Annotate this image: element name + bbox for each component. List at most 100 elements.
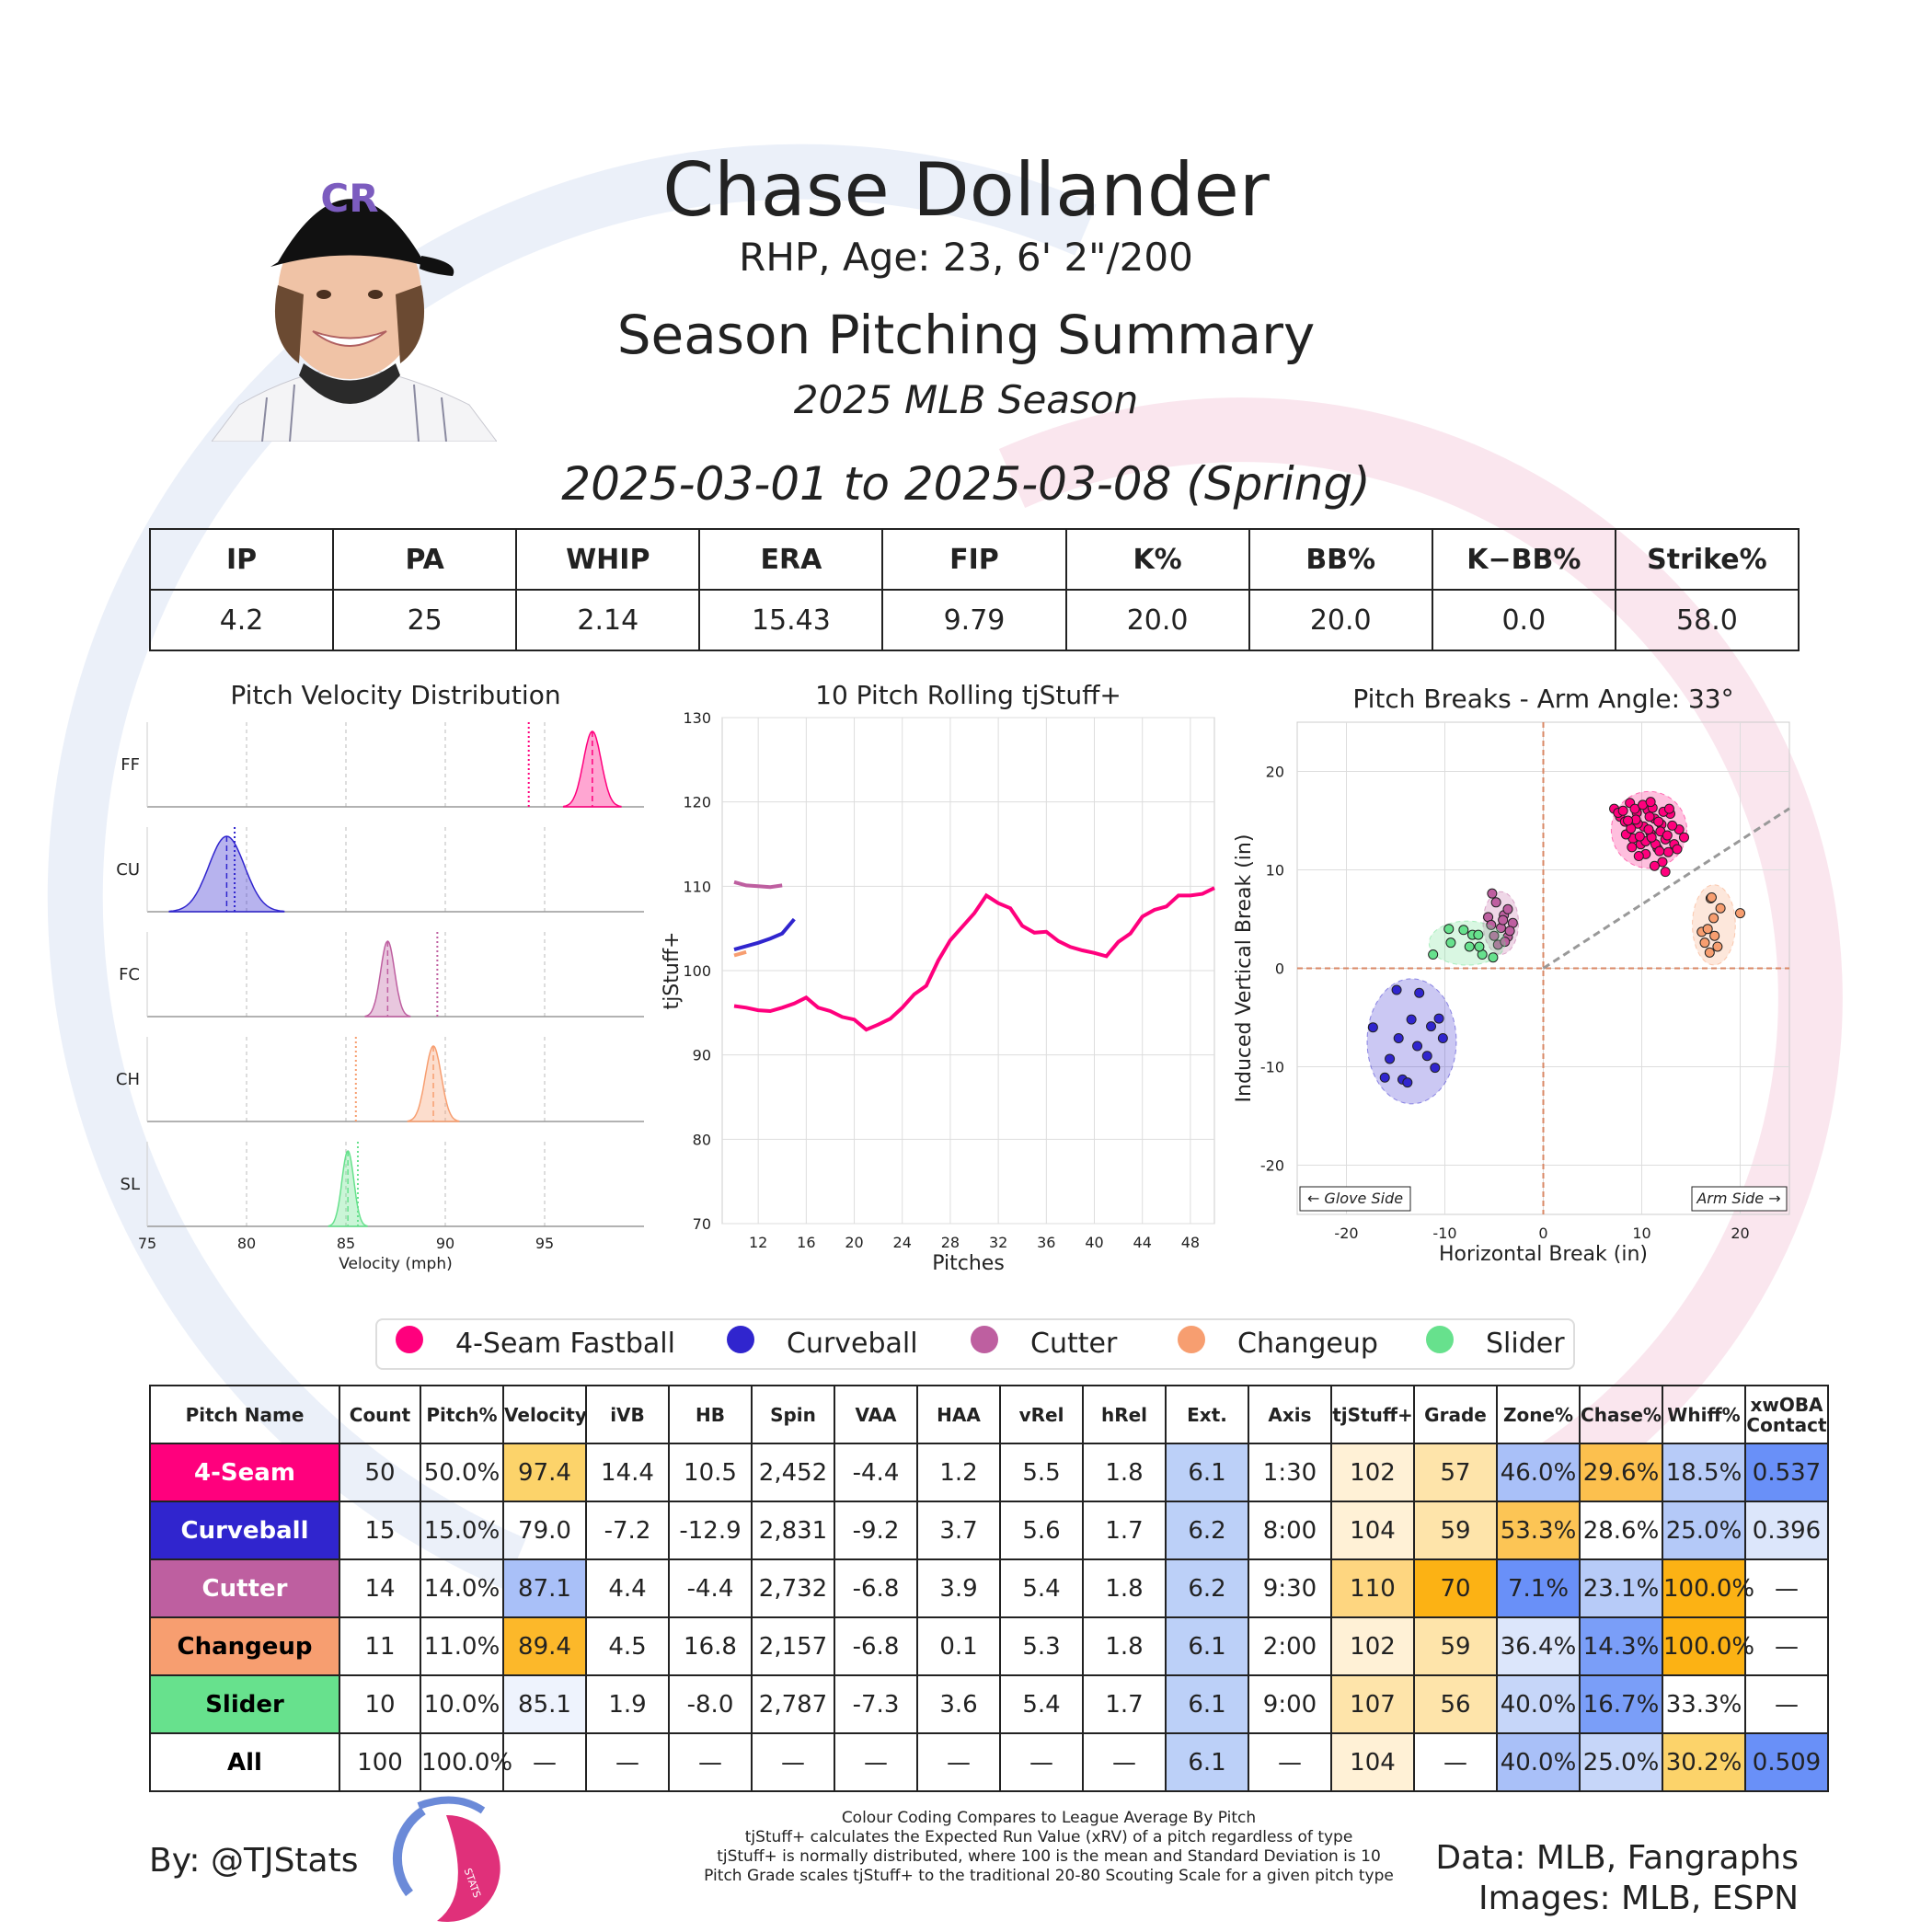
tjstuff-x-tick-label: 20 — [845, 1234, 863, 1251]
breaks-point — [1488, 952, 1499, 963]
pitch-metric-cell: 100.0% — [1662, 1558, 1754, 1618]
pitch-metric-cell: — — [1744, 1674, 1829, 1734]
pitch-metric-cell: 0.509 — [1744, 1732, 1829, 1792]
pitch-metric-cell: 6.2 — [1165, 1558, 1249, 1618]
pitch-metric-cell: 6.1 — [1165, 1732, 1249, 1792]
byline: By: @TJStats — [149, 1842, 359, 1880]
pitch-metric-cell: 56 — [1413, 1674, 1498, 1734]
breaks-x-tick-label: 20 — [1731, 1225, 1749, 1242]
legend-swatch — [971, 1326, 998, 1353]
pitch-metric-cell: — — [1082, 1732, 1167, 1792]
breaks-x-tick-label: -20 — [1334, 1225, 1358, 1242]
tjstuff-x-tick-label: 48 — [1181, 1234, 1200, 1251]
tjstuff-x-tick-label: 12 — [749, 1234, 767, 1251]
tjstuff-y-tick-label: 80 — [693, 1131, 711, 1148]
summary-header-cell: K% — [1064, 528, 1250, 591]
pitch-metric-cell: 100.0% — [420, 1732, 512, 1792]
pitch-table-row: 4-Seam 50 50.0% 97.4 14.4 10.5 2,452 -4.4 1.2 5.5… — [149, 1443, 1829, 1502]
pitch-metric-cell: 102 — [1330, 1616, 1415, 1676]
summary-value-cell: 9.79 — [881, 589, 1067, 651]
pitch-metric-cell: 104 — [1330, 1501, 1415, 1560]
player-bio: RHP, Age: 23, 6' 2"/200 — [739, 235, 1193, 280]
breaks-point — [1667, 820, 1678, 831]
pitch-metric-cell: 110 — [1330, 1558, 1415, 1618]
breaks-point — [1660, 867, 1671, 878]
velocity-tick-label: 85 — [337, 1235, 355, 1252]
pitch-metric-cell: 0.1 — [916, 1616, 1001, 1676]
velocity-row-label: CU — [116, 860, 140, 880]
pitch-table-header-cell: Velocity — [502, 1385, 587, 1444]
breaks-point — [1504, 926, 1515, 937]
breaks-point — [1406, 1014, 1417, 1025]
tjstuff-x-tick-label: 36 — [1037, 1234, 1055, 1251]
footnote-line: tjStuff+ calculates the Expected Run Val… — [744, 1828, 1353, 1846]
pitch-metric-cell: — — [1413, 1732, 1498, 1792]
breaks-point — [1391, 984, 1402, 995]
pitch-metric-cell: 100 — [339, 1732, 421, 1792]
tjstuff-x-tick-label: 32 — [989, 1234, 1007, 1251]
breaks-point — [1502, 903, 1513, 914]
summary-value-cell: 0.0 — [1431, 589, 1616, 651]
breaks-point — [1706, 891, 1717, 903]
pitch-table-header-cell: HAA — [916, 1385, 1001, 1444]
pitch-metric-cell: 11.0% — [420, 1616, 504, 1676]
velocity-row-label: CH — [116, 1070, 140, 1089]
image-source: Images: MLB, ESPN — [1478, 1880, 1799, 1917]
pitch-table-header-cell: tjStuff+ — [1330, 1385, 1415, 1444]
pitch-metric-cell: 14 — [339, 1558, 421, 1618]
breaks-point — [1430, 1063, 1441, 1074]
footnotes: Colour Coding Compares to League Average… — [635, 1809, 1463, 1886]
pitch-name-cell: Slider — [149, 1674, 340, 1734]
summary-value-cell: 15.43 — [698, 589, 884, 651]
summary-header-cell: WHIP — [515, 528, 701, 591]
pitch-metric-cell: 6.2 — [1165, 1501, 1249, 1560]
tjstuff-x-tick-label: 28 — [941, 1234, 960, 1251]
pitch-table-header-cell: hRel — [1082, 1385, 1167, 1444]
breaks-point — [1379, 1072, 1390, 1083]
tjstuff-chart-title: 10 Pitch Rolling tjStuff+ — [815, 680, 1121, 710]
pitch-metric-cell: 25.0% — [1579, 1732, 1663, 1792]
tjstuff-x-axis-label: Pitches — [932, 1252, 1005, 1275]
pitch-metric-cell: 5.3 — [999, 1616, 1084, 1676]
pitch-metric-cell: 104 — [1330, 1732, 1415, 1792]
breaks-point — [1385, 1053, 1396, 1064]
breaks-point — [1679, 832, 1690, 843]
velocity-tick-label: 90 — [436, 1235, 454, 1252]
tjstuff-line-changeup — [733, 949, 747, 958]
breaks-point — [1709, 930, 1720, 941]
arm-side-label: Arm Side → — [1696, 1190, 1780, 1207]
season-summary-table: IP PA WHIP ERA FIP K% BB% K−BB% Strike% 4.2 25 2.1… — [148, 528, 1800, 651]
breaks-point — [1649, 860, 1660, 871]
pitch-metric-cell: -6.8 — [834, 1616, 918, 1676]
pitch-metric-cell: — — [751, 1732, 835, 1792]
pitch-metric-cell: 107 — [1330, 1674, 1415, 1734]
tjstuff-y-tick-label: 70 — [693, 1215, 711, 1233]
pitch-metric-cell: 28.6% — [1579, 1501, 1663, 1560]
breaks-point — [1629, 803, 1640, 814]
pitch-metric-cell: 59 — [1413, 1501, 1498, 1560]
pitch-table-row: Curveball 15 15.0% 79.0 -7.2 -12.9 2,831 -9.2 3.… — [149, 1501, 1829, 1560]
pitch-metric-cell: 46.0% — [1496, 1443, 1581, 1502]
pitch-metric-cell: — — [834, 1732, 918, 1792]
breaks-point — [1644, 811, 1655, 822]
breaks-point — [1473, 929, 1484, 940]
tjstats-logo-icon: STATS — [392, 1796, 500, 1922]
pitch-metric-cell: 5.4 — [999, 1674, 1084, 1734]
breaks-point — [1735, 908, 1745, 919]
pitch-metric-cell: 6.1 — [1165, 1443, 1249, 1502]
breaks-point — [1702, 924, 1713, 935]
velocity-tick-label: 80 — [237, 1235, 256, 1252]
breaks-point — [1412, 1041, 1423, 1052]
pitch-metric-cell: 14.0% — [420, 1558, 504, 1618]
pitch-metric-cell: 10 — [339, 1674, 421, 1734]
pitch-metric-cell: 0.396 — [1744, 1501, 1829, 1560]
velocity-chart-title: Pitch Velocity Distribution — [230, 680, 560, 710]
player-headshot-icon: CR — [212, 176, 497, 442]
pitch-metric-cell: 102 — [1330, 1443, 1415, 1502]
pitch-metric-cell: 40.0% — [1496, 1674, 1581, 1734]
tjstuff-line-curveball — [733, 917, 796, 952]
pitch-metric-cell: 53.3% — [1496, 1501, 1581, 1560]
pitch-metric-cell: 1.7 — [1082, 1674, 1167, 1734]
velocity-tick-label: 75 — [138, 1235, 156, 1252]
